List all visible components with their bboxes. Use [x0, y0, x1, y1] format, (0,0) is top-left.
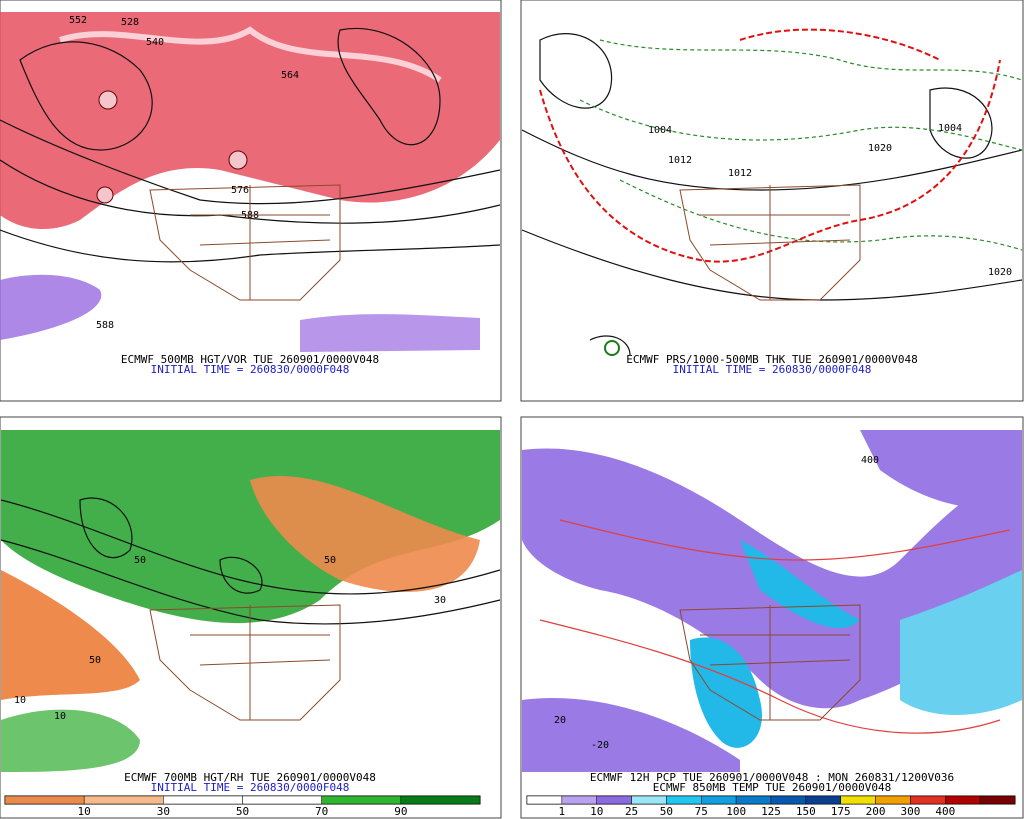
- contour-label: -20: [591, 740, 609, 751]
- colorbar-segment: [561, 795, 597, 805]
- contour-label: 588: [241, 210, 259, 221]
- contour-label: 540: [146, 37, 164, 48]
- colorbar-label: 1: [559, 805, 566, 818]
- low-center: [96, 186, 114, 204]
- dynamic-layer: ECMWF 500MB HGT/VOR TUE 260901/0000V048I…: [4, 15, 1016, 818]
- contour-label: 10: [54, 711, 66, 722]
- colorbar-label: 175: [831, 805, 851, 818]
- colorbar-segment: [83, 795, 164, 805]
- colorbar-label: 50: [236, 805, 249, 818]
- low-center: [604, 340, 620, 356]
- contour-label: 588: [96, 320, 114, 331]
- panel-pressure: [520, 0, 1024, 402]
- colorbar-segment: [242, 795, 322, 805]
- colorbar-segment: [400, 795, 481, 805]
- colorbar-label: 10: [78, 805, 91, 818]
- colorbar-segment: [321, 795, 402, 805]
- panel-frame: [0, 0, 502, 402]
- colorbar-label: 100: [726, 805, 746, 818]
- contour-label: 50: [89, 655, 101, 666]
- colorbar-label: 150: [796, 805, 816, 818]
- vorticity-area: [0, 12, 500, 230]
- precip-moderate: [900, 570, 1022, 715]
- caption: ECMWF 700MB HGT/RH TUE 260901/0000V048: [124, 771, 376, 784]
- colorbar-segment: [596, 795, 632, 805]
- map-area: [522, 12, 1022, 355]
- contour-label: 50: [324, 555, 336, 566]
- precip-light: [860, 430, 1022, 509]
- colorbar-label: 30: [157, 805, 170, 818]
- colorbar-label: 70: [315, 805, 328, 818]
- colorbar-label: 200: [866, 805, 886, 818]
- contour-label: 1012: [668, 155, 692, 166]
- colorbar-segment: [526, 795, 563, 805]
- colorbar-segment: [875, 795, 911, 805]
- precip-moderate: [690, 637, 762, 748]
- colorbar-segment: [945, 795, 981, 805]
- colorbar-segment: [910, 795, 946, 805]
- contour-label: 528: [121, 17, 139, 28]
- caption: ECMWF 12H PCP TUE 260901/0000V048 : MON …: [590, 771, 954, 784]
- colorbar-segment: [701, 795, 737, 805]
- colorbar-segment: [666, 795, 702, 805]
- initial-time: INITIAL TIME = 260830/0000F048: [151, 363, 350, 376]
- contour-label: 1020: [868, 143, 892, 154]
- vorticity-negative: [0, 274, 102, 340]
- contour-label: 50: [134, 555, 146, 566]
- colorbar-label: 400: [935, 805, 955, 818]
- panel-frame: [520, 416, 1024, 819]
- contour-label: 1012: [728, 168, 752, 179]
- contour-label: 400: [861, 455, 879, 466]
- initial-time: INITIAL TIME = 260830/0000F048: [673, 363, 872, 376]
- colorbar-segment: [840, 795, 876, 805]
- low-center: [228, 150, 248, 170]
- dry-area: [1, 570, 140, 700]
- colorbar-label: 125: [761, 805, 781, 818]
- panel-700mb: [0, 416, 502, 819]
- precip-light: [522, 698, 740, 772]
- colorbar-label: 300: [900, 805, 920, 818]
- colorbar-label: 25: [625, 805, 638, 818]
- panel-500mb: [0, 0, 502, 402]
- colorbar-segment: [4, 795, 85, 805]
- colorbar-segment: [979, 795, 1016, 805]
- temp-contour: [539, 619, 1001, 734]
- panel-frame: [520, 0, 1024, 402]
- dry-area: [250, 475, 480, 592]
- initial-time: INITIAL TIME = 260830/0000F048: [151, 781, 350, 794]
- colorbar-label: 90: [394, 805, 407, 818]
- contour-label: 1004: [938, 123, 962, 134]
- colorbar-label: 50: [660, 805, 673, 818]
- panel-frame: [0, 416, 502, 819]
- contour-label: 552: [69, 15, 87, 26]
- panel-precip: [520, 416, 1024, 819]
- colorbar-label: 75: [695, 805, 708, 818]
- colorbar-segment: [805, 795, 841, 805]
- temp-contour: [559, 519, 1011, 561]
- contour-label: 1004: [648, 125, 672, 136]
- caption: ECMWF 500MB HGT/VOR TUE 260901/0000V048: [121, 353, 379, 366]
- colorbar-segment: [163, 795, 243, 805]
- contour-label: 1020: [988, 267, 1012, 278]
- humid-area: [1, 709, 140, 772]
- colorbar-segment: [735, 795, 772, 805]
- colorbar-segment: [770, 795, 807, 805]
- vorticity-streak: [59, 26, 442, 83]
- vorticity-negative: [300, 314, 480, 352]
- colorbar-label: 10: [590, 805, 603, 818]
- contour-label: 10: [14, 695, 26, 706]
- humid-area: [1, 430, 500, 624]
- caption: ECMWF PRS/1000-500MB THK TUE 260901/0000…: [626, 353, 917, 366]
- contour-label: 30: [434, 595, 446, 606]
- contour-label: 564: [281, 70, 299, 81]
- initial-time: ECMWF 850MB TEMP TUE 260901/0000V048: [653, 781, 891, 794]
- contour-label: 576: [231, 185, 249, 196]
- contour-label: 20: [554, 715, 566, 726]
- low-center: [98, 90, 118, 110]
- colorbar-segment: [631, 795, 667, 805]
